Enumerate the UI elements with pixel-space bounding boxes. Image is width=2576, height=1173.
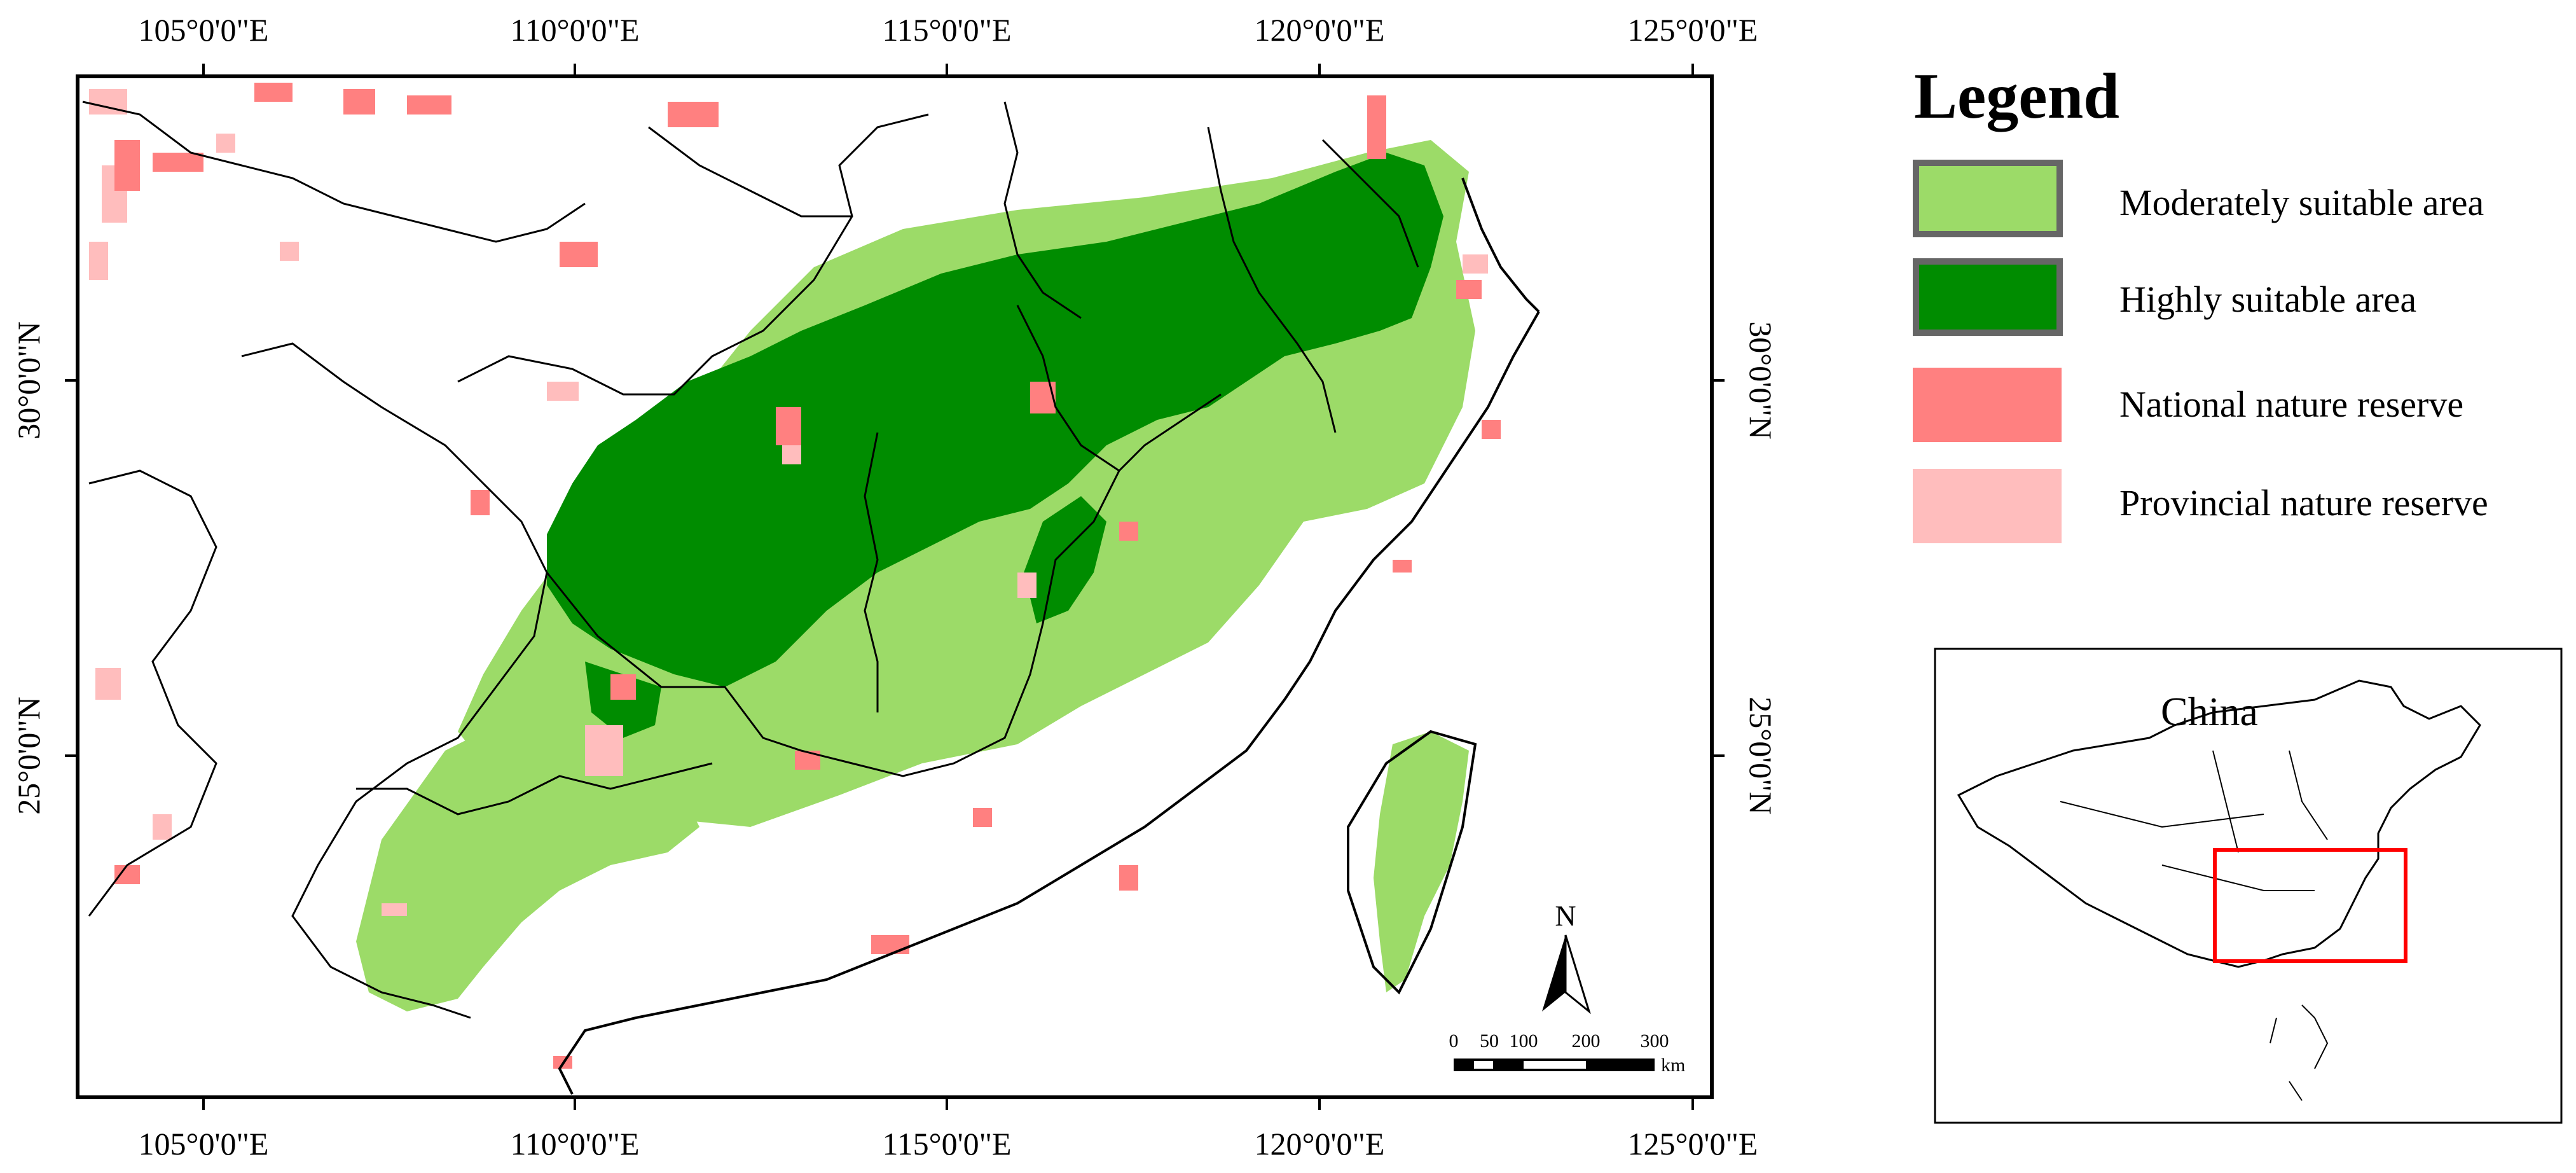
legend-label-provincial-reserve: Provincial nature reserve [2119,482,2488,524]
legend-label-highly-suitable: Highly suitable area [2119,279,2416,320]
scale-tick-300: 300 [1641,1031,1669,1052]
province-boundaries [82,101,1419,1019]
inset-china-outline [1957,679,2481,968]
legend-swatch-highly-suitable [1913,258,2063,336]
legend-swatch-provincial-reserve [1913,469,2062,543]
coastline [558,177,1540,1095]
lon-label-top-120: 120°0'0"E [1255,12,1385,48]
legend-swatch-moderately-suitable [1913,160,2063,237]
scale-tick-100: 100 [1510,1031,1538,1052]
scale-tick-50: 50 [1480,1031,1499,1052]
lon-label-top-125: 125°0'0"E [1628,12,1758,48]
inset-map: China [1934,648,2563,1124]
lon-label-bottom-110: 110°0'0"E [510,1126,639,1162]
scale-tick-0: 0 [1449,1031,1459,1052]
lat-label-right-30: 30°0'0"N [1743,321,1779,440]
graticule-ticks [65,64,1725,1110]
legend-title: Legend [1914,60,2119,132]
scale-unit: km [1661,1055,1685,1076]
lat-label-right-25: 25°0'0"N [1743,697,1779,815]
lat-label-left-25: 25°0'0"N [11,697,46,815]
north-arrow: N [1542,899,1591,1015]
scale-bar: 0 50 100 200 300 km [1449,1031,1686,1076]
lon-label-bottom-115: 115°0'0"E [882,1126,1011,1162]
lon-label-top-110: 110°0'0"E [510,12,639,48]
legend-label-moderately-suitable: Moderately suitable area [2119,182,2484,223]
map-frame [76,74,1714,1099]
legend-swatch-national-reserve [1913,368,2062,442]
lon-label-bottom-125: 125°0'0"E [1628,1126,1758,1162]
lon-label-bottom-120: 120°0'0"E [1255,1126,1385,1162]
lon-label-top-115: 115°0'0"E [882,12,1011,48]
scale-tick-200: 200 [1572,1031,1601,1052]
inset-extent-box [2213,848,2407,963]
national-nature-reserves [114,83,1501,1069]
north-arrow-label: N [1555,899,1576,932]
lon-label-bottom-105: 105°0'0"E [139,1126,269,1162]
legend-label-national-reserve: National nature reserve [2119,384,2463,425]
lat-label-left-30: 30°0'0"N [11,321,46,440]
main-map: 105°0'0"E 110°0'0"E 115°0'0"E 120°0'0"E … [11,12,1779,1162]
lon-label-top-105: 105°0'0"E [139,12,269,48]
inset-frame [1934,648,2563,1124]
inset-title: China [2161,689,2258,734]
north-arrow-icon [1542,935,1566,1011]
legend: Legend Moderately suitable area Highly s… [1913,60,2488,543]
